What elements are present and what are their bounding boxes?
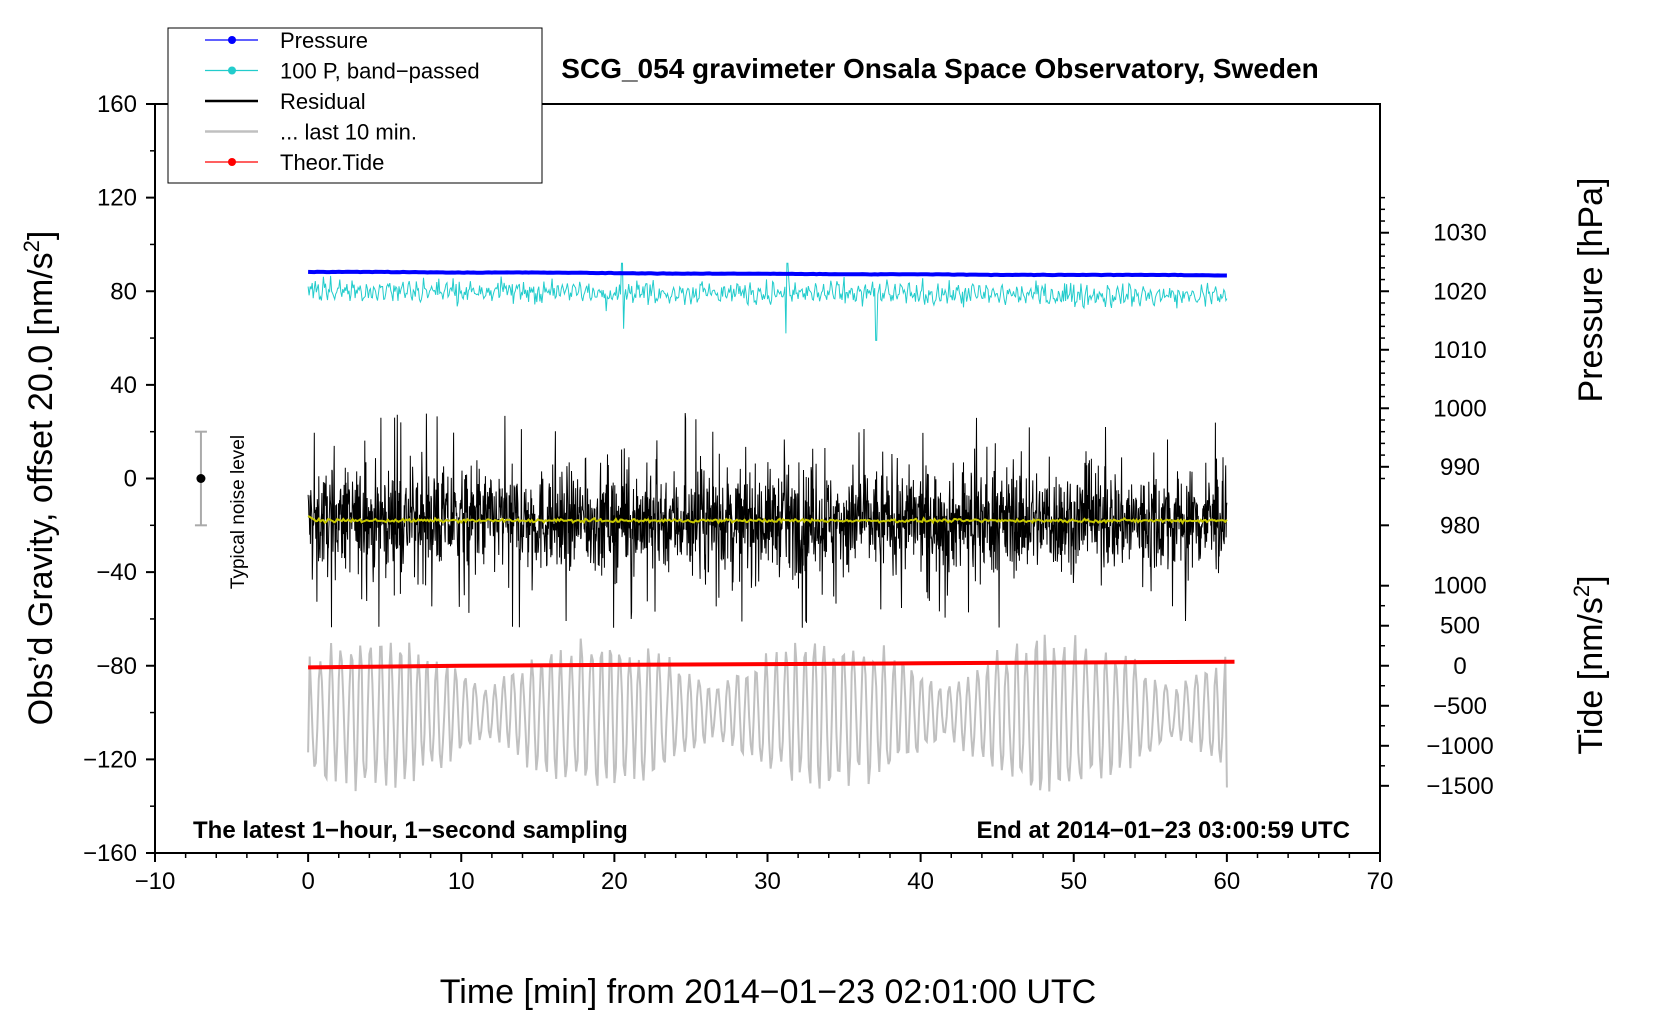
y-left-tick-label: 160 xyxy=(97,91,137,118)
y-left-tick-label: 120 xyxy=(97,185,137,212)
series-theoretical-tide xyxy=(308,659,1235,670)
pressure-tick-label: 1030 xyxy=(1433,220,1486,247)
labels-layer: −10 0 10 20 30 40 50 60 70−160−120−80−4004080120… xyxy=(83,91,1494,895)
chart-title: SCG_054 gravimeter Onsala Space Observat… xyxy=(561,53,1318,84)
noise-indicator: Typical noise level xyxy=(194,430,249,589)
y-left-tick-label: −80 xyxy=(96,653,137,680)
x-tick-label: −10 xyxy=(135,868,176,895)
series-pressure xyxy=(308,269,1227,278)
x-tick-label: 40 xyxy=(907,868,934,895)
ticks-layer xyxy=(146,103,1389,862)
pressure-tick-label: 990 xyxy=(1440,454,1480,481)
series-residual xyxy=(307,413,1228,628)
tide-axis-title: Tide [nm/s2] xyxy=(1569,575,1610,754)
x-tick-label: 20 xyxy=(601,868,628,895)
pressure-tick-label: 980 xyxy=(1440,512,1480,539)
x-tick-label: 50 xyxy=(1060,868,1087,895)
legend: Pressure 100 P, band−passed Residual ... la… xyxy=(167,27,543,184)
y-left-tick-label: −40 xyxy=(96,559,137,586)
x-tick-label: 70 xyxy=(1367,868,1394,895)
legend-swatch-marker xyxy=(228,158,236,166)
y-axis-left-title-close: ] xyxy=(22,231,60,240)
legend-label: 100 P, band−passed xyxy=(280,59,480,84)
x-tick-label: 30 xyxy=(754,868,781,895)
y-left-tick-label: 80 xyxy=(110,278,137,305)
x-tick-label: 10 xyxy=(448,868,475,895)
pressure-tick-label: 1010 xyxy=(1433,337,1486,364)
tide-axis-title-main: Tide [nm/s xyxy=(1572,597,1610,754)
tide-tick-label: −1000 xyxy=(1426,733,1493,760)
pressure-tick-label: 1000 xyxy=(1433,395,1486,422)
sampling-note: The latest 1−hour, 1−second sampling xyxy=(193,817,628,844)
legend-label: Pressure xyxy=(280,28,368,53)
tide-tick-label: −500 xyxy=(1433,693,1487,720)
y-left-tick-label: −160 xyxy=(83,840,137,867)
series-layer xyxy=(307,262,1235,792)
pressure-tick-label: 1020 xyxy=(1433,278,1486,305)
series-last-10-min xyxy=(307,634,1228,792)
tide-tick-label: 0 xyxy=(1453,653,1466,680)
y-left-tick-label: 40 xyxy=(110,372,137,399)
y-axis-left-title-sup: 2 xyxy=(19,240,44,252)
y-left-tick-label: 0 xyxy=(124,466,137,493)
x-tick-label: 0 xyxy=(301,868,314,895)
legend-box xyxy=(167,27,543,184)
pressure-axis-title: Pressure [hPa] xyxy=(1572,178,1610,403)
tide-axis-title-close: ] xyxy=(1572,575,1610,584)
x-tick-label: 60 xyxy=(1214,868,1241,895)
legend-label: ... last 10 min. xyxy=(280,120,417,145)
legend-label: Theor.Tide xyxy=(280,150,384,175)
x-axis-title: Time [min] from 2014−01−23 02:01:00 UTC xyxy=(440,973,1096,1011)
legend-swatch-marker xyxy=(228,66,236,75)
legend-swatch-marker xyxy=(228,36,236,44)
tide-axis-title-sup: 2 xyxy=(1569,585,1594,597)
series-band-passed-pressure xyxy=(307,262,1228,341)
legend-items: Pressure 100 P, band−passed Residual ... la… xyxy=(205,28,480,175)
y-axis-left-title: Obs’d Gravity, offset 20.0 [nm/s2] xyxy=(19,231,60,726)
legend-label: Residual xyxy=(280,89,366,114)
tide-tick-label: −1500 xyxy=(1426,773,1493,800)
noise-label: Typical noise level xyxy=(228,435,249,589)
y-axis-left-title-main: Obs’d Gravity, offset 20.0 [nm/s xyxy=(22,252,60,725)
noise-center-point xyxy=(196,474,206,483)
tide-tick-label: 500 xyxy=(1440,613,1480,640)
y-left-tick-label: −120 xyxy=(83,746,137,773)
end-time-note: End at 2014−01−23 03:00:59 UTC xyxy=(976,817,1350,844)
tide-tick-label: 1000 xyxy=(1433,573,1486,600)
series-residual-smoothed xyxy=(307,515,1228,525)
